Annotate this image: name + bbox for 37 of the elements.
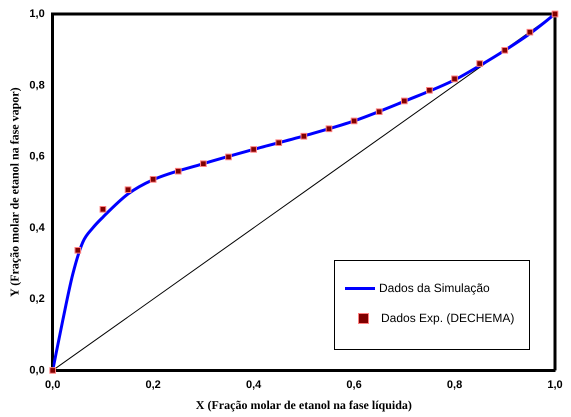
point xyxy=(250,146,257,153)
x-tick-label: 0,0 xyxy=(45,379,60,392)
point xyxy=(501,47,508,54)
x-tick-label: 0,8 xyxy=(446,379,462,392)
point xyxy=(476,60,483,67)
y-tick-label: 0,6 xyxy=(29,150,45,163)
point xyxy=(124,186,132,194)
y-axis-title: Y (Fração molar de etanol na fase vapor) xyxy=(7,87,22,298)
y-tick-label: 0,4 xyxy=(29,222,46,234)
x-tick-label: 1,0 xyxy=(547,379,563,392)
x-tick-label: 0,2 xyxy=(146,379,161,392)
point xyxy=(350,118,358,124)
point xyxy=(552,10,558,18)
point xyxy=(225,154,232,160)
legend-label: Dados Exp. (DECHEMA) xyxy=(381,311,514,326)
point xyxy=(451,76,458,82)
point xyxy=(200,160,207,168)
x-tick-label: 0,6 xyxy=(346,379,362,392)
y-tick-label: 0,8 xyxy=(29,79,45,92)
point xyxy=(49,367,56,374)
x-axis-title: X (Fração molar de etanol na fase líquida) xyxy=(196,398,412,412)
point xyxy=(426,86,433,94)
point xyxy=(376,108,383,115)
point xyxy=(526,28,534,36)
point xyxy=(100,206,106,213)
point xyxy=(275,139,282,146)
point xyxy=(174,168,182,174)
point xyxy=(150,176,156,183)
y-tick-label: 1,0 xyxy=(29,8,45,20)
point xyxy=(400,98,408,104)
point xyxy=(326,125,332,132)
point xyxy=(74,246,82,254)
y-tick-label: 0,0 xyxy=(29,364,45,376)
y-tick-label: 0,2 xyxy=(29,293,45,306)
x-tick-label: 0,4 xyxy=(246,379,262,392)
legend-label: Dados da Simulação xyxy=(379,281,490,296)
point xyxy=(300,132,308,140)
